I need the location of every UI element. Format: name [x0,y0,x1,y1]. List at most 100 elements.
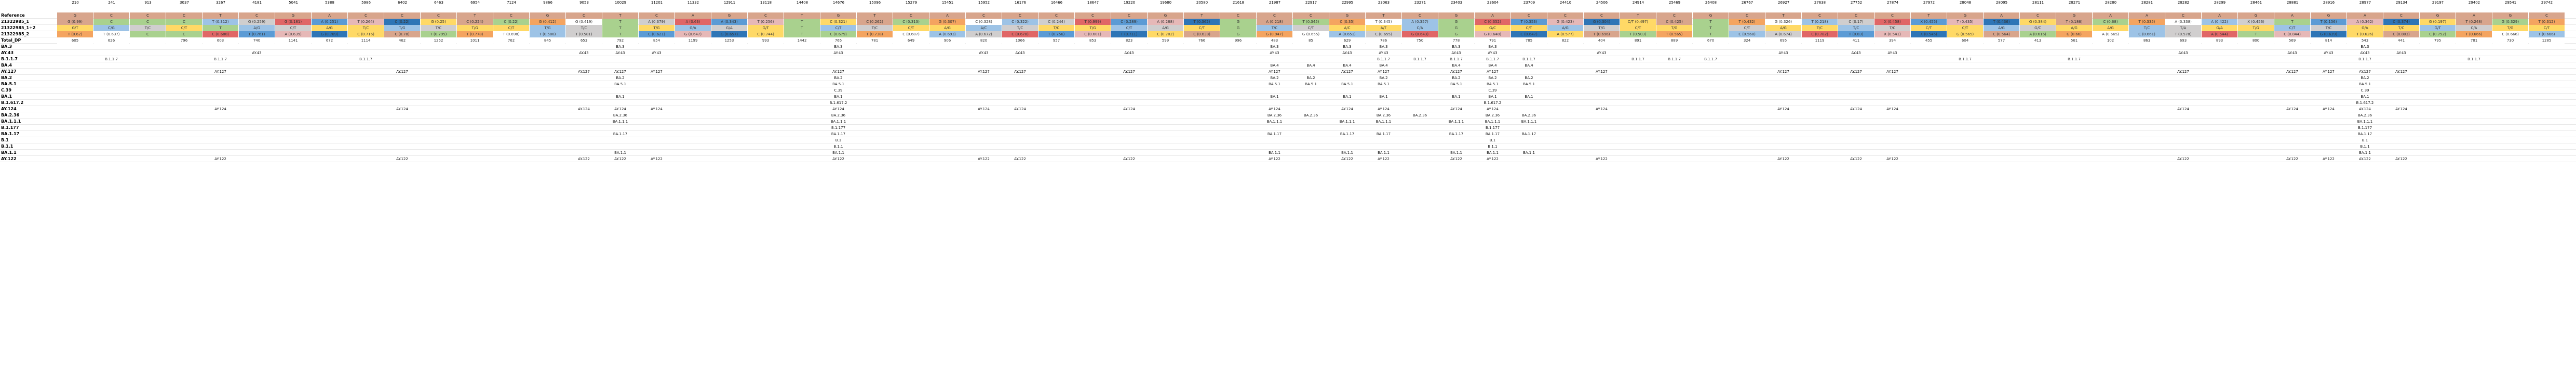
lineage-tag: BA.2 [1525,76,1533,80]
position-header: 28282 [2177,1,2190,5]
allele-cell: T (0.432) [1729,19,1765,25]
lineage-tag: BA.1.17 [1449,132,1464,136]
row-label: B.1.617.2 [1,100,24,105]
lineage-tag: B.1 [835,138,842,142]
lineage-tag: AY.122 [832,157,844,161]
lineage-tag: AY.124 [1269,107,1280,111]
lineage-tag: BA.3 [1379,45,1388,49]
lineage-tag: BA.3 [1343,45,1352,49]
lineage-tag: BA.4 [1379,63,1388,68]
allele-cell: X (0.455) [1911,19,1947,25]
allele-cell: T/G [639,25,675,31]
allele-cell: T (0.362) [1184,19,1220,25]
allele-cell: A [2347,12,2383,19]
allele-cell: C/T [1620,25,1656,31]
depth-cell: 1199 [675,37,711,44]
lineage-tag: BA.4 [1452,63,1461,68]
position-header: 23403 [1450,1,1463,5]
position-header: 6954 [470,1,480,5]
lineage-tag: BA.4 [1488,63,1497,68]
position-header: 27972 [1923,1,1935,5]
depth-cell: 785 [1511,37,1547,44]
position-header: 9866 [543,1,552,5]
lineage-tag: BA.5.1 [1269,82,1280,86]
allele-cell: G [1220,19,1256,25]
allele-cell: C (0.35) [1329,19,1365,25]
row-label: Total_DP [1,38,21,43]
position-header: 29742 [2541,1,2553,5]
allele-cell: G [1438,25,1474,31]
allele-cell: T (0.756) [1039,31,1074,37]
lineage-tag: AY.124 [396,107,408,111]
depth-cell: 102 [2093,37,2128,44]
allele-cell: T/G [1584,25,1620,31]
lineage-tag: B.1.1.7 [1413,57,1426,61]
allele-cell: T/C [348,25,384,31]
position-header: 27874 [1886,1,1899,5]
allele-cell: C/T [820,25,856,31]
allele-cell: C (0.661) [2129,31,2165,37]
depth-cell: 957 [1039,37,1074,44]
allele-cell: C/T [1111,25,1147,31]
position-header: 11332 [687,1,699,5]
depth-cell: 324 [1729,37,1765,44]
lineage-tag: AY.127 [1886,70,1898,74]
allele-cell: T/G [1075,25,1111,31]
allele-cell: C (0.621) [639,31,675,37]
allele-cell: C (0.262) [857,19,893,25]
allele-cell: C/A [2456,25,2492,31]
allele-cell: C [1874,12,1910,19]
depth-cell: 1285 [2529,37,2565,44]
allele-cell: G/T [2420,25,2456,31]
depth-cell: 906 [929,37,965,44]
allele-cell: G [2238,12,2274,19]
lineage-tag: B.1.1.7 [214,57,227,61]
row-label: 21322985_2 [1,32,30,36]
allele-cell: C [1547,12,1583,19]
lineage-tag: BA.4 [1270,63,1279,68]
allele-cell: C [1802,12,1838,19]
lineage-tag: AY.122 [651,157,663,161]
allele-cell: C [93,19,129,25]
allele-cell: A/G [929,25,965,31]
lineage-tag: BA.1.1.1 [1266,120,1283,124]
lineage-tag: B.1.1.7 [1959,57,1972,61]
lineage-tag: AY.127 [1378,70,1390,74]
lineage-tag: B.1.177 [1485,126,1500,130]
allele-cell: X (0.458) [1874,19,1910,25]
allele-cell: T [784,12,820,19]
position-header: 27638 [1814,1,1826,5]
allele-cell: T (0.264) [348,19,384,25]
allele-cell: C [1002,12,1038,19]
allele-cell: A (0.674) [1765,31,1801,37]
allele-cell: C/T [1947,25,1983,31]
row-label: AY.124 [1,107,17,111]
lineage-tag: AY.43 [1342,51,1352,55]
depth-cell: 693 [2165,37,2201,44]
allele-cell: C (0.647) [1511,31,1547,37]
position-header: 15096 [869,1,881,5]
allele-cell: G (0.565) [1947,31,1983,37]
lineage-tag: B.1.1.7 [2467,57,2480,61]
row-label: C.39 [1,88,12,93]
allele-cell: T/C [1838,25,1874,31]
allele-cell: G (0.307) [929,19,965,25]
allele-cell: T [602,25,638,31]
lineage-tag: B.1.1.7 [105,57,118,61]
depth-cell: 845 [530,37,565,44]
position-header: 16466 [1050,1,1063,5]
allele-cell: G [1693,12,1729,19]
lineage-tag: B.1.177 [831,126,846,130]
allele-cell: T [1366,12,1401,19]
row-label: BA.5.1 [1,82,17,86]
position-header: 28111 [2032,1,2044,5]
allele-cell: T [602,31,638,37]
depth-cell: 993 [748,37,784,44]
lineage-tag: C.39 [1488,88,1497,93]
lineage-tag: AY.124 [2395,107,2407,111]
depth-cell: 605 [57,37,93,44]
depth-cell: 569 [2274,37,2310,44]
lineage-tag: AY.43 [652,51,662,55]
allele-cell: C (0.425) [1656,19,1692,25]
row-label: AY.127 [1,69,17,74]
